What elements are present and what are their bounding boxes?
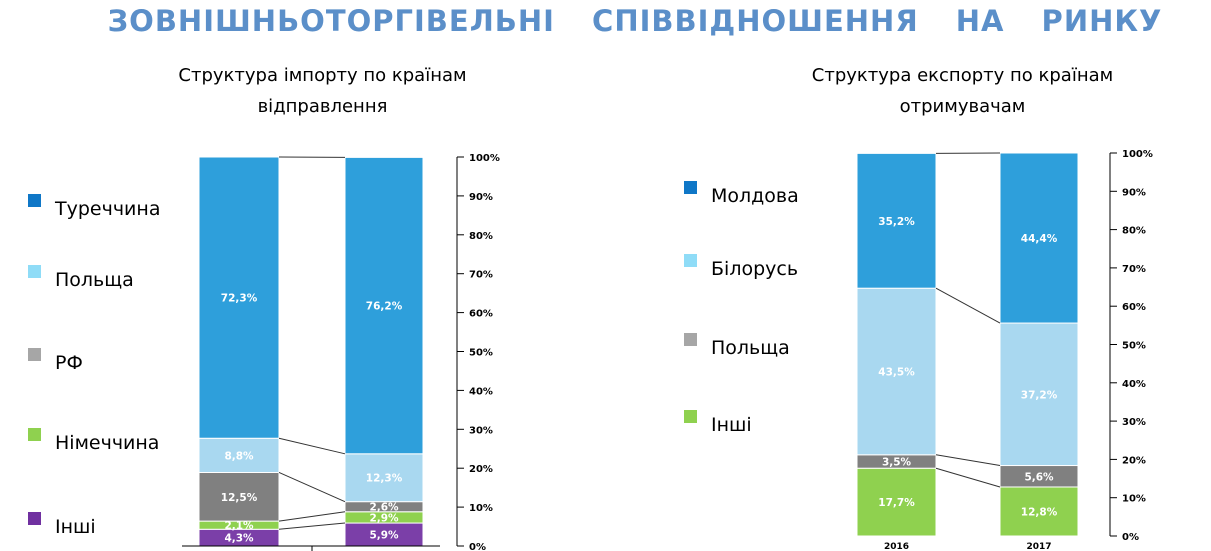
- bar-segment: [856, 467, 937, 537]
- legend-label: Туреччина: [55, 198, 161, 220]
- y-tick-label: 90%: [1122, 187, 1146, 198]
- data-label: 5,9%: [369, 530, 399, 542]
- data-label: 44,4%: [1021, 233, 1058, 245]
- legend-item: Туреччина: [28, 194, 160, 220]
- legend-label: Молдова: [711, 185, 799, 207]
- bar-segment: [198, 437, 280, 473]
- y-tick-label: 70%: [469, 270, 493, 281]
- data-label: 2,9%: [369, 512, 399, 524]
- data-label: 3,5%: [882, 457, 912, 469]
- legend-swatch: [684, 410, 697, 423]
- connector-line: [935, 454, 1001, 467]
- legend-item: Інші: [684, 410, 752, 436]
- legend-swatch: [28, 348, 41, 361]
- y-tick-label: 10%: [1122, 494, 1146, 505]
- legend-item: Німеччина: [28, 428, 159, 454]
- data-label: 17,7%: [878, 497, 915, 509]
- import-chart-title: Структура імпорту по країнам відправленн…: [178, 65, 467, 117]
- y-tick-label: 50%: [469, 348, 493, 359]
- legend-swatch: [28, 428, 41, 441]
- y-tick-label: 40%: [469, 386, 493, 397]
- y-tick-label: 100%: [1122, 149, 1153, 160]
- legend-label: Інші: [55, 516, 96, 538]
- bar-segment: [344, 453, 424, 503]
- legend-label: Білорусь: [711, 258, 799, 280]
- y-tick-label: 10%: [469, 503, 493, 514]
- legend-swatch: [684, 181, 697, 194]
- data-label: 2,6%: [369, 502, 399, 514]
- data-label: 72,3%: [221, 293, 258, 305]
- y-tick-label: 20%: [1122, 455, 1146, 466]
- data-label: 12,3%: [366, 473, 403, 485]
- legend-swatch: [28, 512, 41, 525]
- connector-line: [935, 467, 1001, 488]
- legend-item: РФ: [28, 348, 83, 374]
- legend-swatch: [684, 333, 697, 346]
- connector-line: [278, 522, 346, 530]
- y-tick-label: 90%: [469, 192, 493, 203]
- bar-segment: [344, 156, 424, 455]
- legend-item: Польща: [28, 265, 134, 291]
- y-tick-label: 0%: [469, 542, 486, 551]
- y-tick-label: 60%: [1122, 302, 1146, 313]
- data-label: 12,5%: [221, 492, 258, 504]
- data-label: 76,2%: [366, 301, 403, 313]
- connector-line: [278, 511, 346, 522]
- legend-label: РФ: [55, 352, 83, 374]
- y-tick-label: 100%: [469, 153, 500, 164]
- data-label: 12,8%: [1021, 506, 1058, 518]
- data-label: 43,5%: [878, 367, 915, 379]
- y-tick-label: 30%: [1122, 417, 1146, 428]
- legend-item: Молдова: [684, 181, 799, 207]
- category-label: 2017: [1026, 542, 1051, 551]
- legend-label: Польща: [711, 337, 790, 359]
- data-label: 35,2%: [878, 216, 915, 228]
- y-tick-label: 20%: [469, 464, 493, 475]
- bar-segment: [999, 152, 1079, 324]
- data-label: 8,8%: [224, 450, 254, 462]
- legend-item: Білорусь: [684, 254, 798, 280]
- bar-segment: [198, 156, 280, 439]
- legend-label: Німеччина: [55, 432, 160, 454]
- y-tick-label: 50%: [1122, 341, 1146, 352]
- data-label: 2,1%: [224, 520, 254, 532]
- y-tick-label: 40%: [1122, 379, 1146, 390]
- legend-label: Інші: [711, 414, 752, 436]
- y-tick-label: 80%: [469, 231, 493, 242]
- y-tick-label: 60%: [469, 309, 493, 320]
- y-tick-label: 0%: [1122, 532, 1139, 543]
- page-title: ЗОВНІШНЬОТОРГІВЕЛЬНІ СПІВВІДНОШЕННЯ НА Р…: [107, 4, 1163, 38]
- data-label: 4,3%: [224, 533, 254, 545]
- connector-line: [935, 287, 1001, 324]
- export-chart-title: Структура експорту по країнам отримувача…: [811, 65, 1114, 117]
- connector-line: [278, 472, 346, 503]
- legend-swatch: [28, 194, 41, 207]
- legend-item: Інші: [28, 512, 96, 538]
- data-label: 37,2%: [1021, 389, 1058, 401]
- y-tick-label: 30%: [469, 425, 493, 436]
- bar-segment: [856, 152, 937, 289]
- y-tick-label: 80%: [1122, 226, 1146, 237]
- legend-label: Польща: [55, 269, 134, 291]
- category-label: 2016: [884, 542, 909, 551]
- legend-swatch: [684, 254, 697, 267]
- legend-swatch: [28, 265, 41, 278]
- legend-item: Польща: [684, 333, 790, 359]
- data-label: 5,6%: [1024, 471, 1054, 483]
- y-tick-label: 70%: [1122, 264, 1146, 275]
- connector-line: [278, 437, 346, 455]
- bar-segment: [999, 322, 1079, 467]
- bar-segment: [999, 486, 1079, 537]
